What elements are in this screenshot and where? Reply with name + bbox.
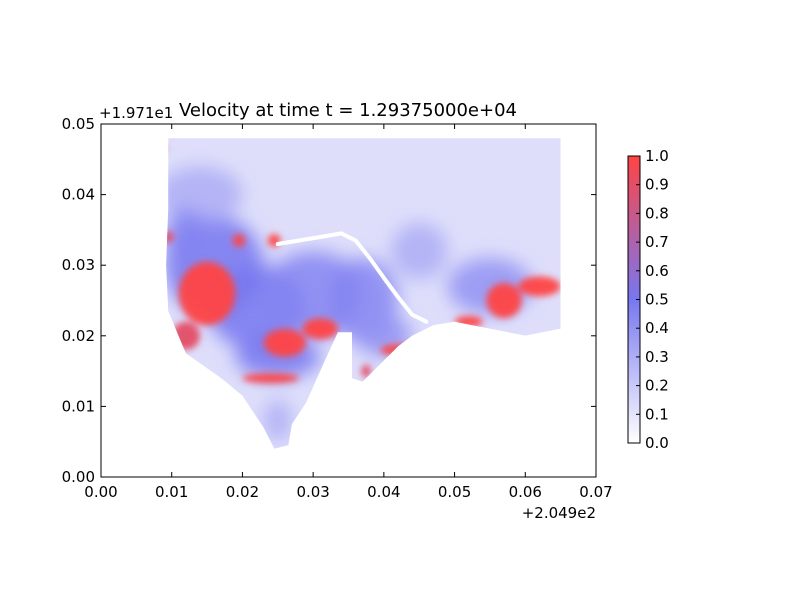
colorbar: 0.0 0.1 0.2 0.3 0.4 0.5 0.6 0.7 0.8 0.9 1.0 bbox=[627, 147, 669, 452]
y-tick-label: 0.01 bbox=[62, 397, 95, 415]
x-tick-label: 0.07 bbox=[579, 483, 612, 501]
high-velocity-region bbox=[166, 231, 174, 243]
x-tick-label: 0.05 bbox=[438, 483, 471, 501]
colorbar-tick-label: 0.6 bbox=[645, 262, 669, 280]
colorbar-tick-label: 0.7 bbox=[645, 233, 669, 251]
high-velocity-region bbox=[486, 282, 522, 319]
structure-line bbox=[275, 231, 429, 324]
x-tick-label: 0.02 bbox=[226, 483, 259, 501]
colorbar-tick-label: 0.1 bbox=[645, 405, 669, 423]
high-velocity-region bbox=[518, 276, 561, 297]
colorbar-tick-label: 0.4 bbox=[645, 319, 669, 337]
colorbar-tick-label: 1.0 bbox=[645, 147, 669, 165]
colorbar-tick-label: 0.5 bbox=[645, 291, 669, 309]
x-tick-label: 0.04 bbox=[367, 483, 400, 501]
y-tick-label: 0.03 bbox=[62, 256, 95, 274]
x-tick-label: 0.06 bbox=[509, 483, 542, 501]
x-axis: 0.00 0.01 0.02 0.03 0.04 0.05 0.06 0.07 bbox=[84, 124, 613, 501]
high-velocity-region bbox=[242, 373, 299, 384]
y-tick-label: 0.02 bbox=[62, 327, 95, 345]
high-velocity-region bbox=[302, 318, 338, 340]
plot-frame bbox=[100, 123, 597, 478]
colorbar-tick-label: 0.0 bbox=[645, 434, 669, 452]
colorbar-tick-label: 0.3 bbox=[645, 348, 669, 366]
colorbar-ticks: 0.0 0.1 0.2 0.3 0.4 0.5 0.6 0.7 0.8 0.9 1.0 bbox=[636, 147, 669, 452]
y-tick-label: 0.05 bbox=[62, 115, 95, 133]
x-offset-label: +2.049e2 bbox=[522, 504, 596, 522]
x-tick-label: 0.01 bbox=[155, 483, 188, 501]
colorbar-tick-label: 0.8 bbox=[645, 204, 669, 222]
medium-velocity-region bbox=[166, 208, 208, 266]
high-velocity-region bbox=[263, 328, 307, 357]
velocity-field bbox=[166, 138, 561, 449]
high-velocity-region bbox=[178, 261, 236, 326]
y-tick-label: 0.04 bbox=[62, 186, 95, 204]
high-velocity-region bbox=[361, 364, 372, 378]
x-tick-label: 0.03 bbox=[296, 483, 329, 501]
y-tick-label: 0.00 bbox=[62, 468, 95, 486]
medium-velocity-region bbox=[263, 399, 292, 442]
domain-field bbox=[166, 138, 561, 449]
y-axis: 0.00 0.01 0.02 0.03 0.04 0.05 bbox=[62, 115, 596, 486]
x-tick-label: 0.00 bbox=[84, 483, 117, 501]
colorbar-tick-label: 0.2 bbox=[645, 377, 669, 395]
medium-velocity-region bbox=[166, 166, 243, 223]
colorbar-tick-label: 0.9 bbox=[645, 176, 669, 194]
y-offset-label: +1.971e1 bbox=[99, 104, 173, 122]
medium-velocity-region bbox=[390, 222, 448, 280]
chart-title: Velocity at time t = 1.29375000e+04 bbox=[179, 100, 517, 121]
high-velocity-region bbox=[232, 234, 246, 247]
